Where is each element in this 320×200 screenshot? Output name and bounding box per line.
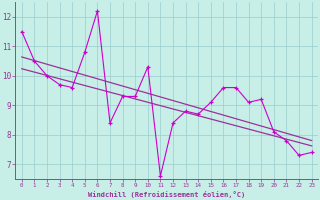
X-axis label: Windchill (Refroidissement éolien,°C): Windchill (Refroidissement éolien,°C): [88, 191, 245, 198]
